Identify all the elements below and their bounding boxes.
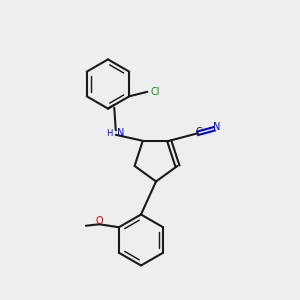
Text: Cl: Cl: [150, 87, 160, 97]
Text: N: N: [117, 128, 124, 138]
Text: N: N: [213, 122, 220, 132]
Text: H: H: [106, 129, 113, 138]
Text: O: O: [96, 216, 103, 226]
Text: C: C: [196, 128, 202, 137]
